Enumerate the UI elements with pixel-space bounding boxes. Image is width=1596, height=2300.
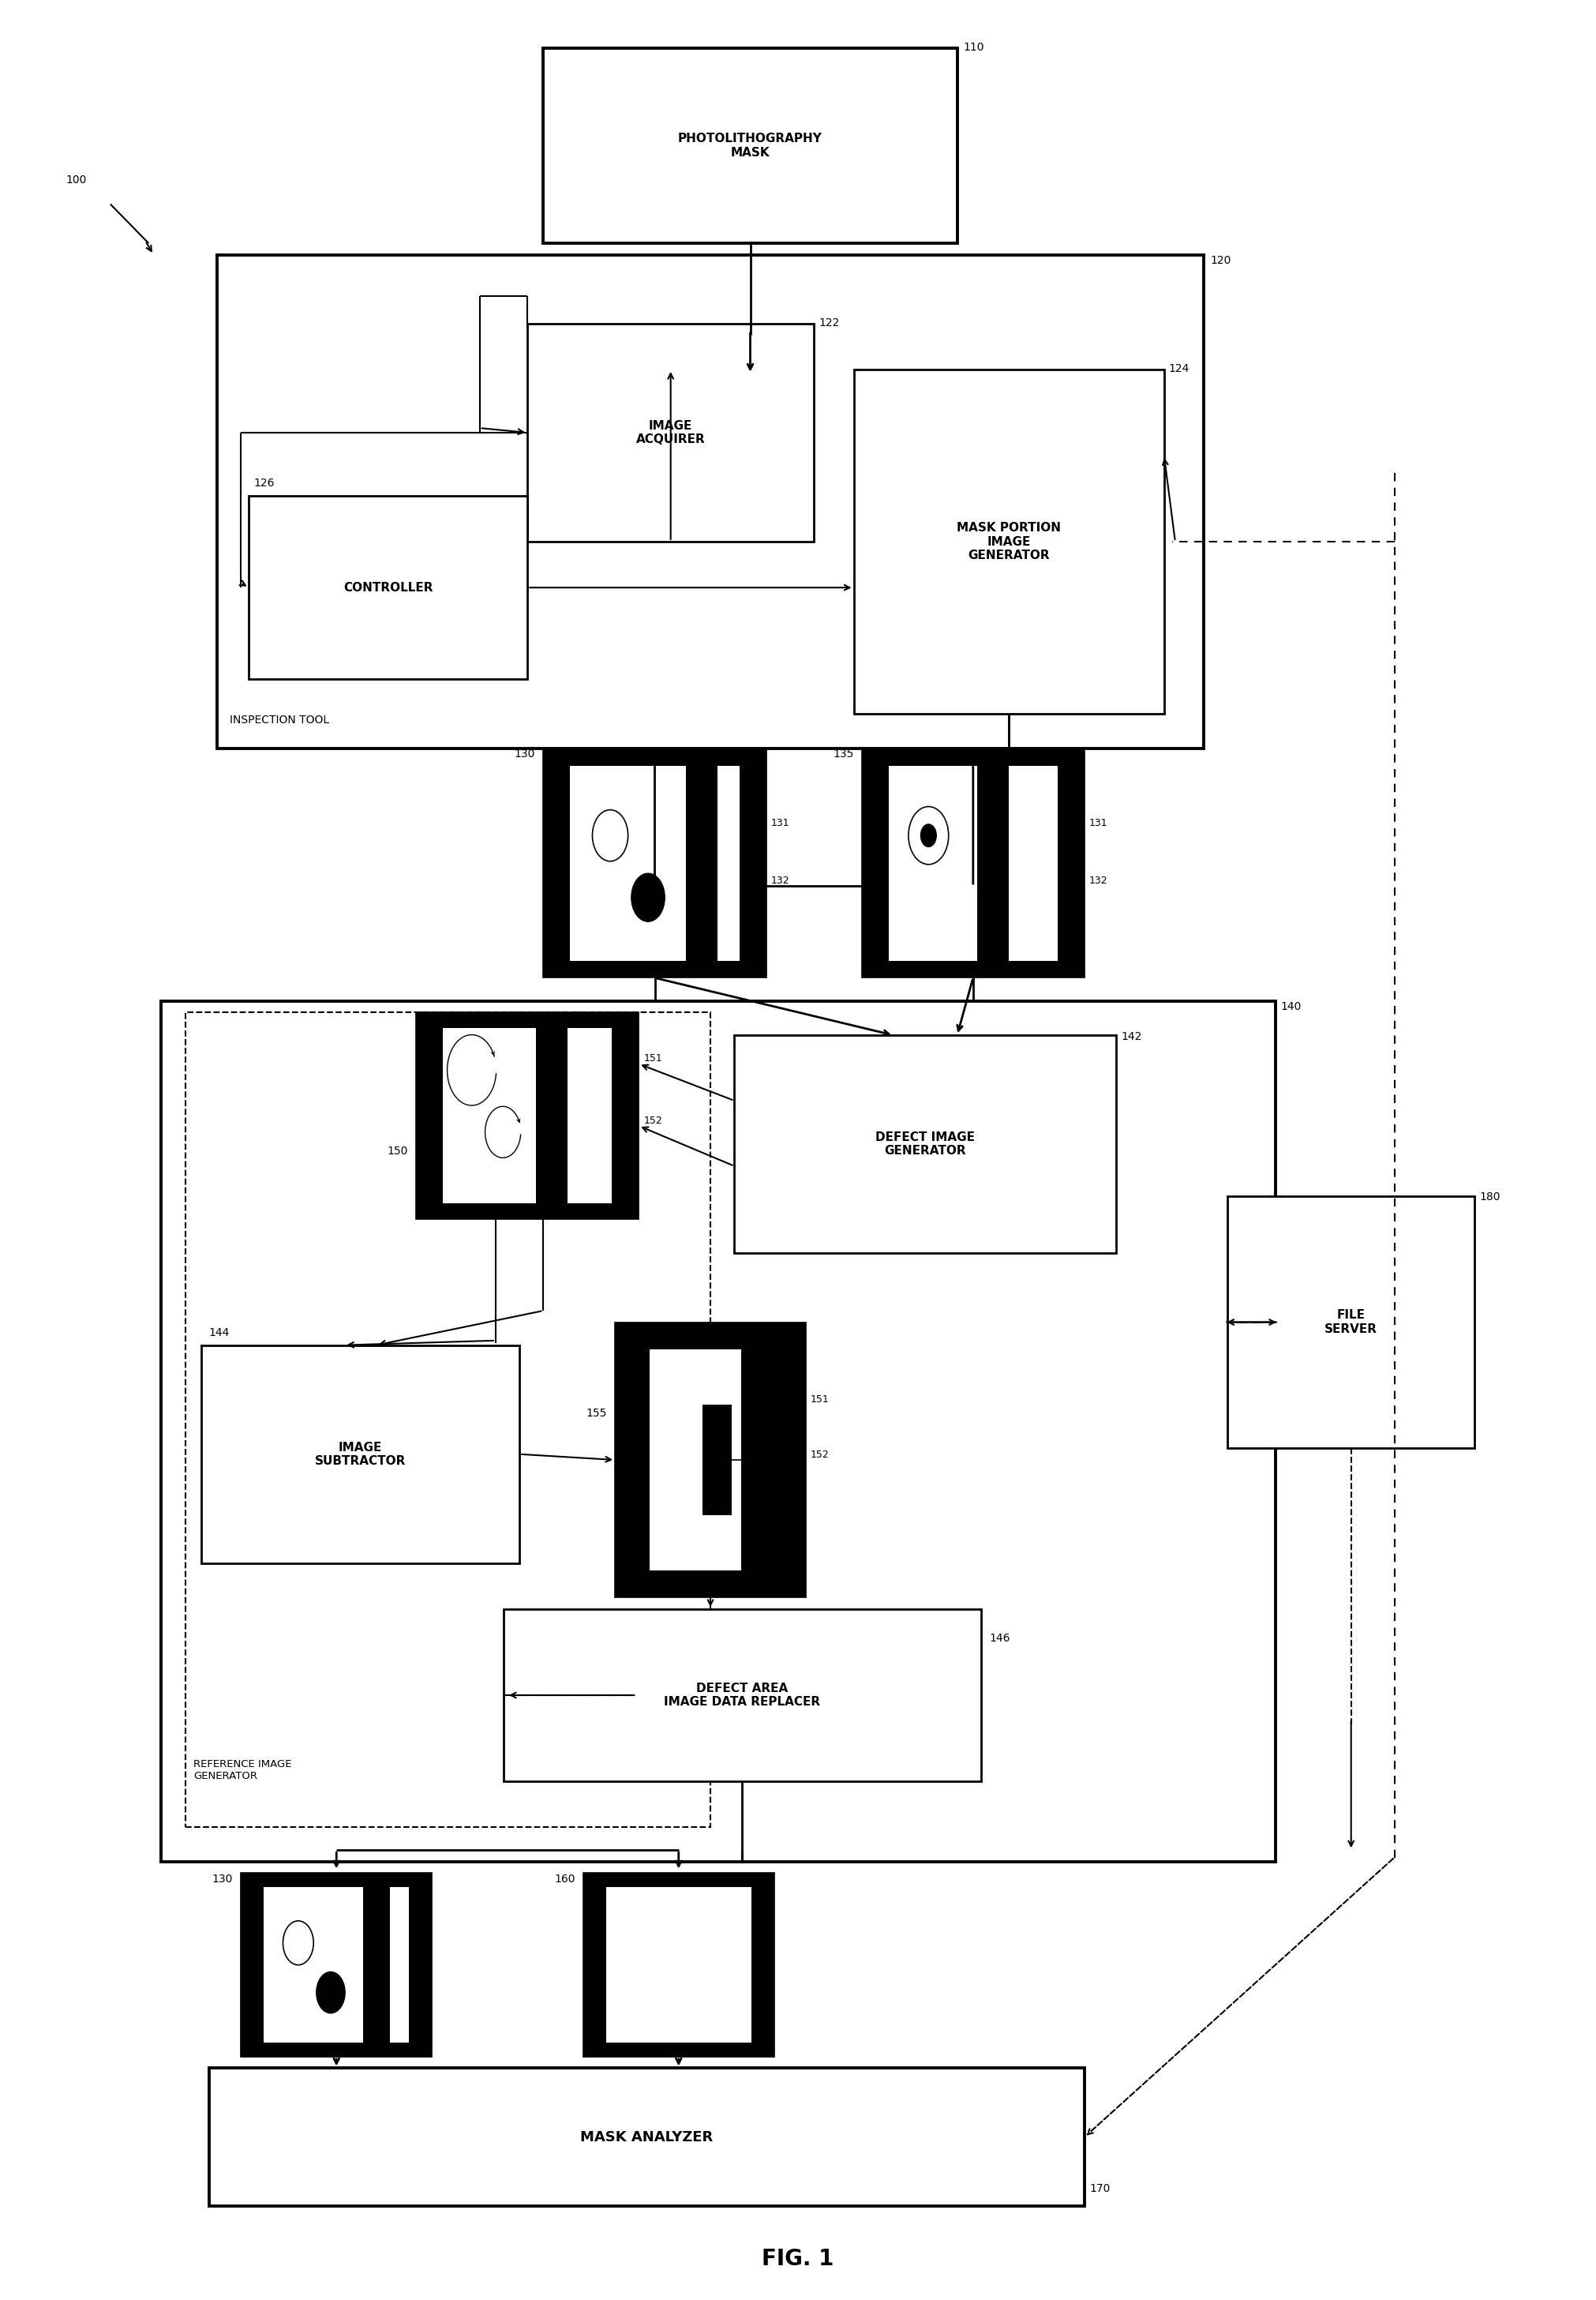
Text: FILE
SERVER: FILE SERVER: [1325, 1309, 1377, 1334]
Circle shape: [921, 823, 937, 846]
FancyBboxPatch shape: [977, 766, 1009, 961]
FancyBboxPatch shape: [862, 748, 1085, 978]
Text: 151: 151: [643, 1053, 662, 1065]
FancyBboxPatch shape: [263, 1886, 364, 2042]
Text: 110: 110: [964, 41, 985, 53]
FancyBboxPatch shape: [1009, 766, 1058, 961]
Text: 152: 152: [643, 1116, 662, 1127]
FancyBboxPatch shape: [504, 1610, 982, 1780]
FancyBboxPatch shape: [686, 766, 717, 961]
FancyBboxPatch shape: [606, 1886, 752, 2042]
Text: 132: 132: [771, 876, 790, 886]
Text: 152: 152: [811, 1449, 830, 1460]
Text: 132: 132: [1088, 876, 1108, 886]
FancyBboxPatch shape: [702, 1405, 731, 1516]
Text: 131: 131: [1088, 819, 1108, 828]
Text: DEFECT AREA
IMAGE DATA REPLACER: DEFECT AREA IMAGE DATA REPLACER: [664, 1681, 820, 1709]
Text: 160: 160: [554, 1874, 575, 1884]
Text: 120: 120: [1210, 255, 1231, 267]
Text: MASK ANALYZER: MASK ANALYZER: [581, 2130, 713, 2144]
Text: 131: 131: [771, 819, 790, 828]
Text: 150: 150: [388, 1145, 409, 1157]
Text: FIG. 1: FIG. 1: [761, 2247, 835, 2270]
Text: DEFECT IMAGE
GENERATOR: DEFECT IMAGE GENERATOR: [876, 1132, 975, 1157]
FancyBboxPatch shape: [536, 1028, 568, 1203]
Text: 130: 130: [212, 1874, 233, 1884]
FancyBboxPatch shape: [364, 1886, 389, 2042]
FancyBboxPatch shape: [568, 1028, 613, 1203]
Text: 100: 100: [65, 175, 86, 186]
FancyBboxPatch shape: [614, 1322, 806, 1598]
FancyBboxPatch shape: [417, 1012, 638, 1219]
Text: 142: 142: [1120, 1030, 1141, 1042]
FancyBboxPatch shape: [854, 370, 1163, 713]
FancyBboxPatch shape: [717, 766, 739, 961]
Text: 135: 135: [833, 750, 854, 759]
Text: 155: 155: [586, 1408, 606, 1419]
FancyBboxPatch shape: [241, 1872, 433, 2056]
Text: INSPECTION TOOL: INSPECTION TOOL: [230, 715, 329, 724]
FancyBboxPatch shape: [249, 497, 527, 678]
Text: 151: 151: [811, 1394, 830, 1405]
FancyBboxPatch shape: [527, 324, 814, 543]
FancyBboxPatch shape: [161, 1000, 1275, 1861]
FancyBboxPatch shape: [543, 748, 766, 978]
Text: CONTROLLER: CONTROLLER: [343, 582, 433, 593]
Text: 126: 126: [254, 478, 275, 490]
Text: 146: 146: [990, 1633, 1010, 1644]
FancyBboxPatch shape: [201, 1345, 519, 1564]
Circle shape: [316, 1971, 345, 2012]
Text: MASK PORTION
IMAGE
GENERATOR: MASK PORTION IMAGE GENERATOR: [956, 522, 1061, 561]
FancyBboxPatch shape: [442, 1028, 536, 1203]
FancyBboxPatch shape: [889, 766, 977, 961]
Text: REFERENCE IMAGE
GENERATOR: REFERENCE IMAGE GENERATOR: [193, 1760, 292, 1780]
Text: 144: 144: [209, 1327, 230, 1339]
Text: 122: 122: [819, 317, 839, 329]
FancyBboxPatch shape: [209, 2068, 1085, 2206]
FancyBboxPatch shape: [543, 48, 958, 244]
FancyBboxPatch shape: [734, 1035, 1116, 1254]
Text: IMAGE
SUBTRACTOR: IMAGE SUBTRACTOR: [314, 1442, 405, 1467]
Circle shape: [632, 874, 666, 922]
FancyBboxPatch shape: [1227, 1196, 1475, 1449]
Text: IMAGE
ACQUIRER: IMAGE ACQUIRER: [637, 421, 705, 446]
Text: PHOTOLITHOGRAPHY
MASK: PHOTOLITHOGRAPHY MASK: [678, 133, 822, 159]
FancyBboxPatch shape: [570, 766, 686, 961]
Text: 140: 140: [1280, 1000, 1301, 1012]
FancyBboxPatch shape: [650, 1350, 741, 1571]
FancyBboxPatch shape: [389, 1886, 409, 2042]
Text: 170: 170: [1088, 2183, 1111, 2194]
Text: 130: 130: [514, 750, 535, 759]
Text: 180: 180: [1479, 1191, 1500, 1203]
FancyBboxPatch shape: [217, 255, 1203, 748]
FancyBboxPatch shape: [583, 1872, 774, 2056]
Text: 124: 124: [1168, 363, 1189, 375]
